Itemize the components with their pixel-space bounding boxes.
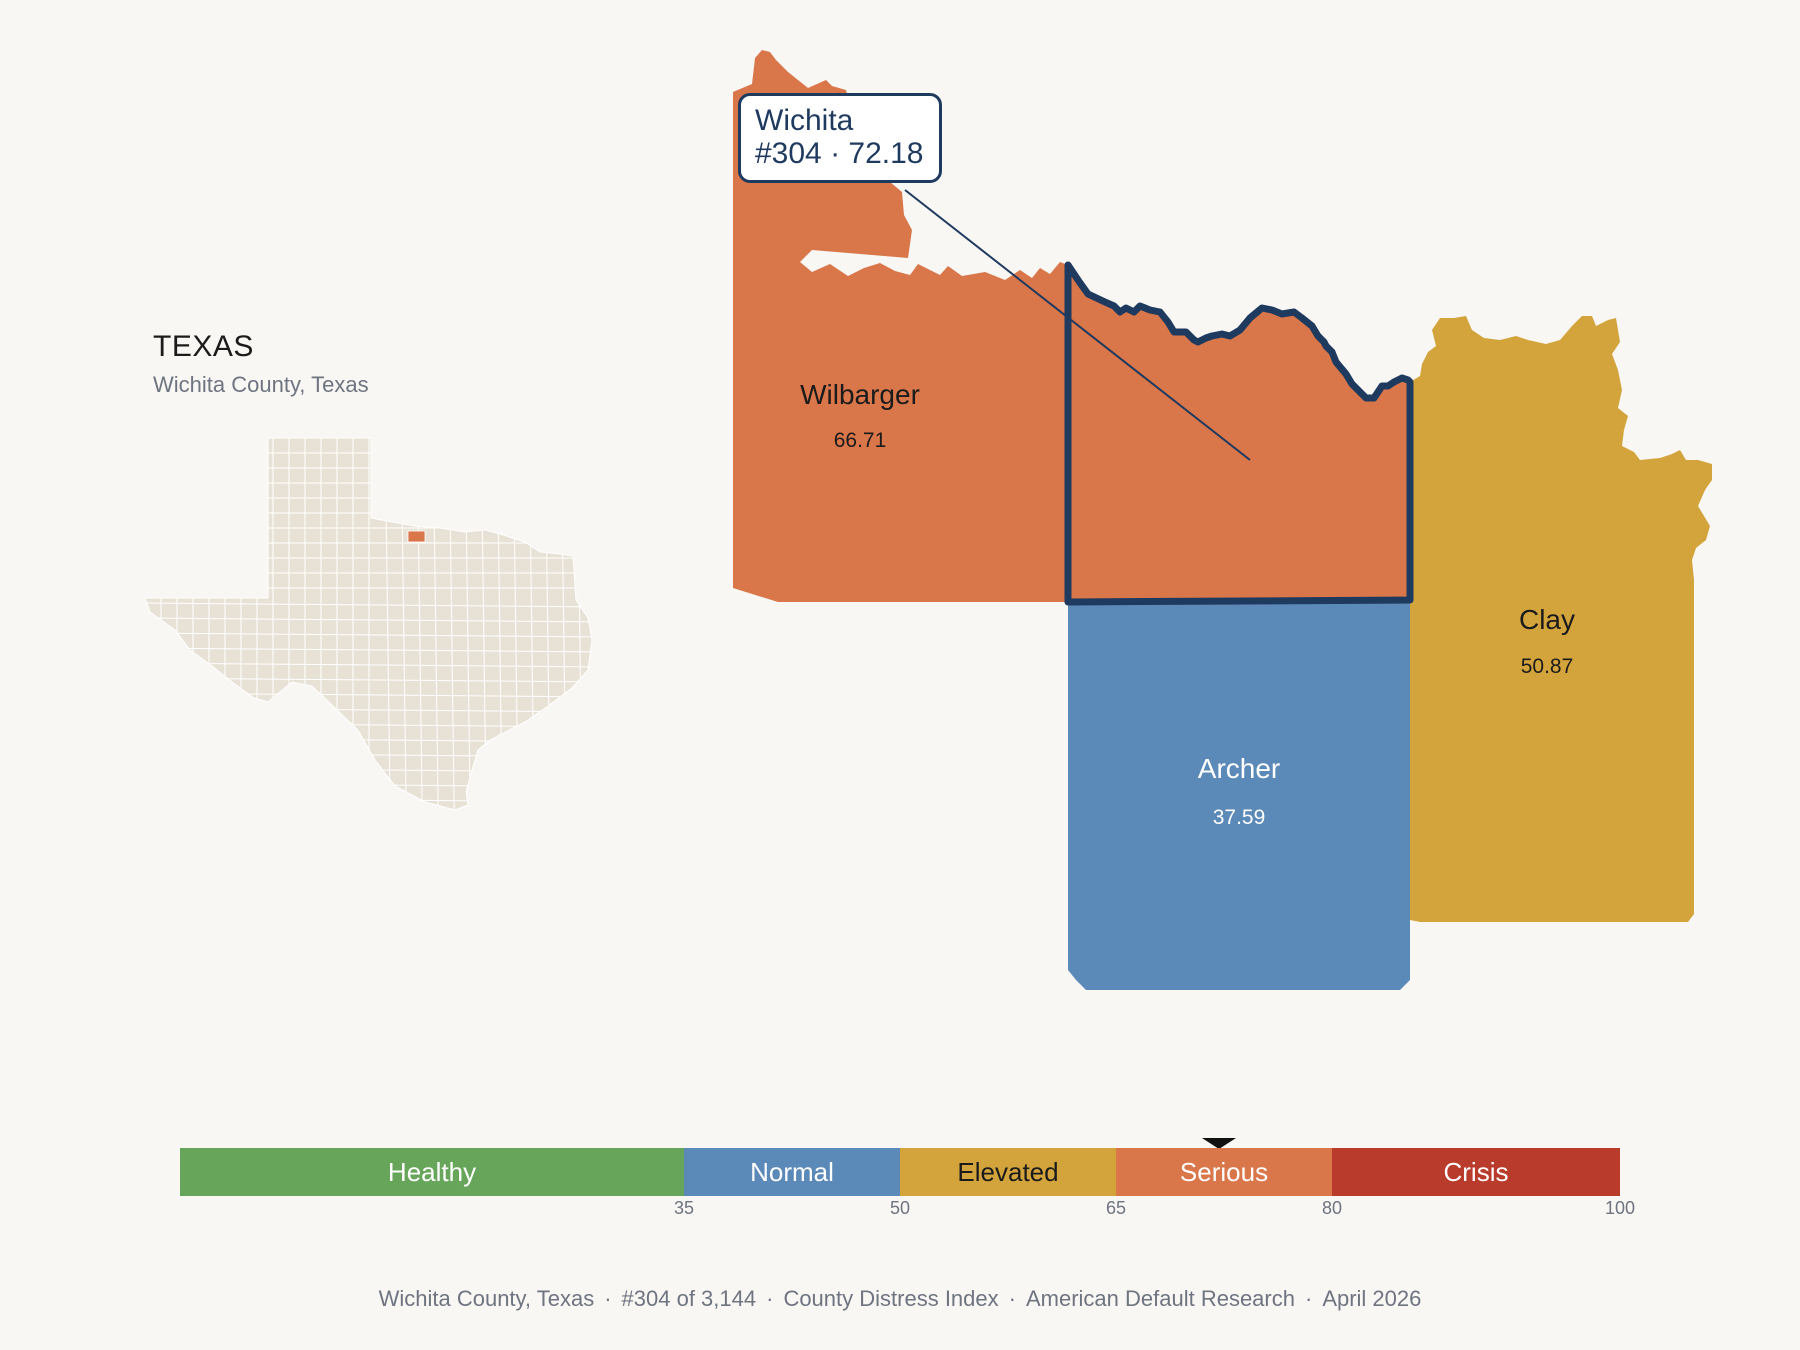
texas-locator-map — [144, 437, 593, 811]
legend-band-serious: Serious — [1116, 1148, 1332, 1196]
tooltip-rank-score: #304 · 72.18 — [755, 137, 924, 170]
state-subtitle: Wichita County, Texas — [153, 372, 369, 397]
footer-index: County Distress Index — [783, 1286, 999, 1311]
legend-band-healthy: Healthy — [180, 1148, 684, 1196]
legend-tick-65: 65 — [1105, 1198, 1127, 1218]
county-tooltip: Wichita #304 · 72.18 — [738, 93, 942, 183]
legend-band-normal: Normal — [684, 1148, 900, 1196]
label-clay-value: 50.87 — [1521, 655, 1574, 678]
county-grid-line — [145, 602, 592, 608]
label-archer-value: 37.59 — [1213, 806, 1266, 829]
label-archer-name: Archer — [1198, 753, 1280, 784]
footer-date: April 2026 — [1322, 1286, 1422, 1311]
footer-credits: Wichita County, Texas · #304 of 3,144 · Coun… — [378, 1286, 1422, 1311]
county-wilbarger[interactable] — [733, 50, 1068, 602]
wichita-locator-highlight — [407, 530, 426, 543]
county-grid-line — [145, 647, 592, 653]
county-grid-line — [145, 662, 592, 668]
county-wichita[interactable] — [1068, 265, 1410, 602]
legend-tick-35: 35 — [673, 1198, 695, 1218]
legend-tick-50: 50 — [889, 1198, 911, 1218]
tooltip-county-name: Wichita — [755, 104, 854, 137]
legend-band-crisis: Crisis — [1332, 1148, 1620, 1196]
footer-source: American Default Research — [1025, 1286, 1295, 1311]
distress-legend: Healthy Normal Elevated Serious Crisis — [180, 1148, 1620, 1196]
county-grid-line — [145, 632, 592, 638]
footer-rank: #304 of 3,144 — [621, 1286, 757, 1311]
footer-county: Wichita County, Texas — [378, 1286, 595, 1311]
selected-county-outline — [1064, 261, 1414, 606]
county-archer[interactable] — [1068, 603, 1410, 990]
county-clay[interactable] — [1410, 316, 1712, 922]
legend-band-elevated: Elevated — [900, 1148, 1116, 1196]
label-clay-name: Clay — [1519, 604, 1575, 635]
label-wilbarger-name: Wilbarger — [800, 379, 920, 410]
score-marker — [1202, 1138, 1237, 1149]
state-title: TEXAS — [153, 330, 254, 363]
tooltip-leader-line — [904, 189, 1251, 461]
label-wilbarger-value: 66.71 — [834, 429, 887, 452]
legend-tick-80: 80 — [1321, 1198, 1343, 1218]
legend-tick-100: 100 — [1604, 1198, 1636, 1218]
county-grid-line — [145, 617, 592, 623]
